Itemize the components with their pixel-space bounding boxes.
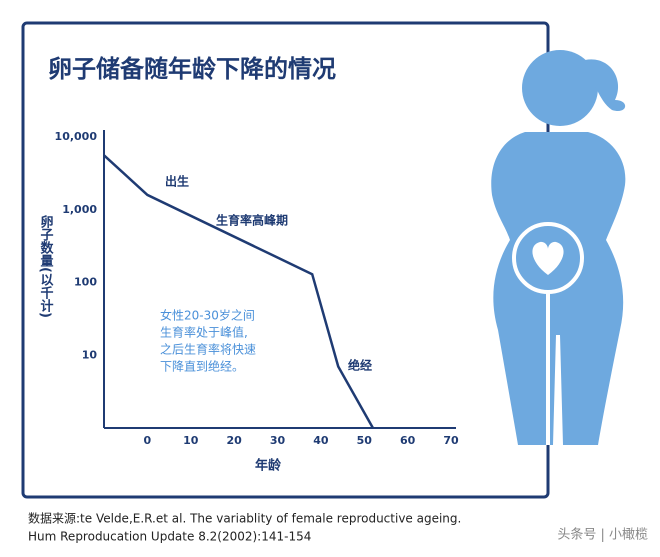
annotation: 出生	[165, 174, 189, 189]
source: 数据来源:te Velde,E.R.et al. The variablity …	[28, 511, 461, 526]
note: 生育率处于峰值,	[160, 325, 248, 340]
annotation: 绝经	[348, 358, 372, 373]
annotation: 生育率高峰期	[216, 213, 288, 228]
watermark: 头条号 | 小橄榄	[557, 527, 648, 543]
note: 之后生育率将快速	[160, 342, 256, 357]
y-tick-label: 100	[74, 276, 97, 289]
x-tick-label: 20	[226, 434, 242, 447]
x-tick-label: 60	[400, 434, 416, 447]
y-axis-label: 卵子数量(以千计)	[38, 214, 54, 317]
data-line	[103, 154, 375, 429]
x-tick-label: 40	[313, 434, 329, 447]
y-tick-label: 10	[82, 348, 98, 361]
note: 女性20-30岁之间	[160, 308, 255, 323]
y-tick-label: 10,000	[55, 130, 98, 143]
source: Hum Reproducation Update 8.2(2002):141-1…	[28, 530, 311, 544]
x-tick-label: 50	[357, 434, 373, 447]
x-axis-label: 年龄	[255, 458, 282, 474]
y-tick-label: 1,000	[62, 203, 97, 216]
x-tick-label: 10	[183, 434, 199, 447]
x-tick-label: 70	[443, 434, 459, 447]
x-tick-label: 0	[144, 434, 152, 447]
heart	[532, 241, 564, 275]
x-tick-label: 30	[270, 434, 286, 447]
note: 下降直到绝经。	[160, 359, 244, 374]
chart-title: 卵子储备随年龄下降的情况	[48, 55, 336, 83]
